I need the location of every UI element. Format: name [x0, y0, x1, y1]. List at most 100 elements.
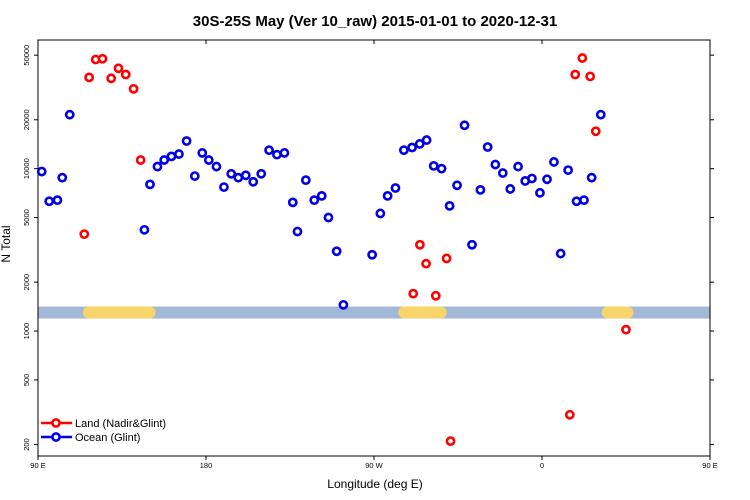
data-point: [57, 172, 68, 183]
data-point: [398, 145, 409, 156]
data-point: [452, 180, 462, 191]
legend-marker: [51, 418, 61, 428]
data-point: [338, 299, 349, 310]
ocean-band: [38, 306, 710, 319]
land-ocean-band: [38, 306, 710, 319]
land-band-segment: [398, 306, 447, 319]
data-point: [382, 190, 393, 201]
data-point: [240, 170, 251, 181]
data-point: [577, 53, 588, 63]
data-point: [152, 161, 163, 172]
data-point: [256, 168, 267, 179]
data-point: [505, 184, 516, 194]
data-point: [292, 226, 303, 237]
data-point: [570, 69, 581, 80]
data-point: [563, 165, 574, 175]
data-point: [586, 172, 597, 183]
data-point: [211, 161, 222, 172]
data-point: [436, 163, 447, 174]
chart-title: 30S-25S May (Ver 10_raw) 2015-01-01 to 2…: [193, 13, 557, 30]
y-tick-label: 1000: [22, 323, 31, 340]
data-point: [44, 196, 55, 207]
land-band-segment: [601, 306, 634, 319]
data-point: [64, 109, 75, 120]
data-point: [564, 409, 575, 420]
data-point: [390, 183, 401, 193]
data-point: [542, 174, 552, 185]
data-point: [621, 324, 631, 335]
y-tick-label: 200: [22, 438, 31, 451]
plot-frame: [37, 39, 711, 457]
data-point: [166, 151, 177, 162]
data-point: [445, 436, 456, 446]
data-point: [555, 248, 566, 259]
data-point: [316, 190, 327, 201]
series-ocean: [36, 109, 606, 310]
x-tick-label: 90 W: [365, 461, 383, 470]
x-tick-label: 90 E: [702, 461, 717, 470]
land-band-segment: [82, 306, 156, 319]
data-point: [36, 166, 47, 177]
data-point: [264, 145, 274, 156]
y-tick-label: 5000: [22, 209, 31, 226]
data-point: [595, 109, 606, 120]
data-point: [145, 179, 155, 190]
series-land: [79, 53, 631, 446]
data-point: [323, 212, 334, 223]
data-point: [414, 139, 425, 149]
data-point: [139, 224, 150, 235]
data-point: [513, 161, 524, 172]
data-point: [128, 83, 139, 94]
data-point: [135, 155, 146, 165]
data-point: [535, 187, 545, 198]
data-point: [459, 120, 470, 131]
data-point: [497, 168, 508, 178]
data-point: [571, 196, 582, 207]
data-point: [52, 195, 63, 206]
data-point: [113, 63, 124, 74]
x-axis-label: Longitude (deg E): [327, 477, 422, 491]
data-point: [421, 258, 431, 269]
data-point: [248, 176, 259, 187]
data-point: [106, 73, 117, 84]
legend-label: Land (Nadir&Glint): [75, 418, 166, 430]
data-point: [482, 142, 493, 152]
data-point: [408, 288, 419, 299]
y-tick-label: 500: [22, 374, 31, 387]
legend-label: Ocean (Glint): [75, 432, 140, 444]
data-point: [375, 208, 386, 219]
data-point: [309, 195, 320, 206]
data-point: [84, 72, 95, 83]
data-point: [219, 182, 229, 192]
data-point: [421, 135, 432, 145]
data-point: [226, 168, 237, 179]
data-points: [36, 53, 631, 446]
x-tick-label: 90 E: [30, 461, 45, 470]
data-point: [189, 171, 200, 181]
data-point: [467, 239, 477, 250]
data-point: [279, 148, 290, 158]
data-point: [97, 53, 108, 64]
y-tick-label: 2000: [22, 274, 31, 291]
data-point: [441, 253, 452, 264]
data-point: [590, 126, 601, 137]
data-point: [272, 149, 282, 160]
data-point: [415, 239, 425, 250]
data-point: [444, 200, 455, 211]
data-point: [475, 184, 486, 195]
legend-marker: [51, 432, 61, 442]
data-point: [549, 157, 559, 167]
data-point: [428, 161, 439, 171]
data-point: [203, 155, 214, 165]
data-point: [490, 159, 501, 170]
data-point: [120, 69, 131, 80]
x-tick-label: 0: [540, 461, 544, 470]
data-point: [79, 229, 90, 240]
data-point: [287, 197, 298, 208]
data-point: [527, 173, 537, 184]
y-tick-label: 20000: [22, 109, 31, 130]
axes: 90 E 180 90 W 0 90 E 200 500 1000 2000 5000 10000 2…: [22, 39, 718, 470]
y-tick-label: 50000: [22, 45, 31, 66]
legend: Land (Nadir&Glint) Ocean (Glint): [41, 418, 166, 444]
